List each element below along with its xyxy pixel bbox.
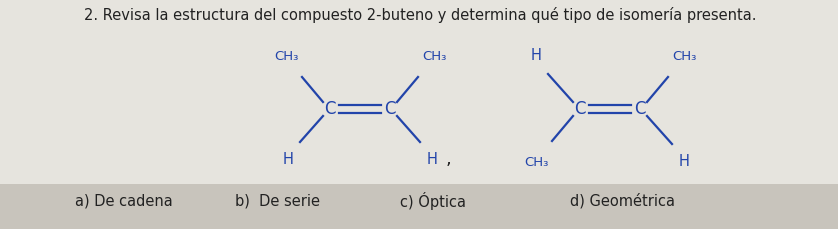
Text: c) Óptica: c) Óptica — [400, 192, 466, 210]
Text: C: C — [634, 100, 646, 118]
Text: H: H — [282, 153, 293, 167]
Text: a) De cadena: a) De cadena — [75, 194, 173, 208]
Text: C: C — [324, 100, 336, 118]
Text: C: C — [574, 100, 586, 118]
Text: H: H — [530, 49, 541, 63]
Text: 2. Revisa la estructura del compuesto 2-buteno y determina qué tipo de isomería : 2. Revisa la estructura del compuesto 2-… — [84, 7, 756, 23]
Text: b)  De serie: b) De serie — [235, 194, 320, 208]
Text: ,: , — [445, 150, 451, 168]
Text: CH₃: CH₃ — [672, 49, 696, 63]
Text: CH₃: CH₃ — [274, 49, 298, 63]
Text: CH₃: CH₃ — [422, 49, 446, 63]
Text: H: H — [679, 155, 690, 169]
Bar — [0, 184, 838, 229]
Text: H: H — [427, 153, 437, 167]
Text: C: C — [385, 100, 396, 118]
Text: d) Geométrica: d) Geométrica — [570, 193, 675, 209]
Text: CH₃: CH₃ — [524, 155, 548, 169]
Bar — [0, 0, 838, 184]
